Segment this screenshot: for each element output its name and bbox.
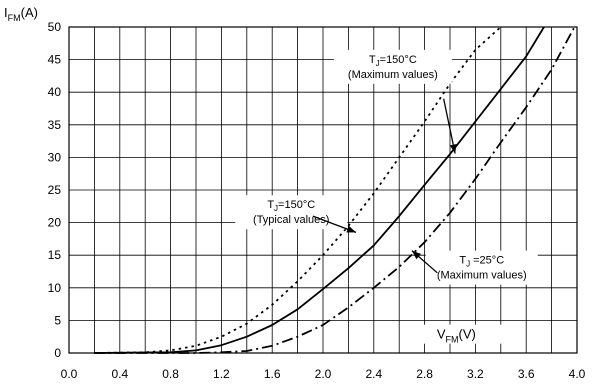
y-tick-label: 15 [48,248,62,262]
x-tick-label: 2.8 [416,367,433,381]
y-tick-label: 40 [48,85,62,99]
x-tick-label: 3.6 [518,367,535,381]
y-tick-label: 20 [48,216,62,230]
grid [68,26,578,354]
series-line-solid [94,26,545,354]
y-tick-label: 50 [48,20,62,34]
x-axis-label-bg [416,324,507,344]
y-tick-label: 45 [48,53,62,67]
annotation-box [333,49,452,84]
y-tick-label: 35 [48,118,62,132]
plot-frame [68,26,578,354]
y-axis-label: IFM(A) [4,5,38,23]
annotation-arrowhead [346,225,357,233]
series-layer [94,26,576,354]
annotation-arrowhead [449,143,457,154]
x-tick-label: 2.0 [315,367,332,381]
x-tick-labels: 0.0 0.4 0.8 1.2 1.6 2.0 2.4 2.8 3.2 3.6 4.0 [61,367,586,381]
series-line-dotted [94,26,502,354]
annotation-line2: (Typical values) [253,214,329,226]
x-tick-label: 1.6 [264,367,281,381]
annotation-line1: TJ=150°C [369,54,417,68]
annotation-box [425,250,538,285]
x-tick-label: 1.2 [213,367,230,381]
series-line-dash-dot [94,26,576,354]
x-tick-label: 4.0 [569,367,586,381]
annotation-arrow-line [443,98,456,154]
x-tick-label: 0.8 [162,367,179,381]
y-tick-label: 0 [54,346,61,360]
x-tick-label: 0.0 [61,367,78,381]
x-axis-label: VFM(V) [437,327,476,345]
annotation-box [235,195,348,230]
annotations: TJ=150°C(Maximum values)TJ=150°C(Typical… [235,49,538,285]
y-tick-label: 5 [54,313,61,327]
y-tick-label: 25 [48,183,62,197]
annotation-line2: (Maximum values) [437,270,527,282]
x-tick-label: 0.4 [111,367,128,381]
x-tick-label: 2.4 [365,367,382,381]
axes: VFM(V) [68,26,578,354]
y-tick-label: 30 [48,150,62,164]
annotation-line1: TJ =25°C [459,255,504,269]
y-tick-label: 10 [48,281,62,295]
x-tick-label: 3.2 [467,367,484,381]
annotation-line1: TJ=150°C [267,199,315,213]
annotation-arrowhead [411,250,421,260]
y-tick-labels: 0 5 10 15 20 25 30 35 40 45 50 [48,20,62,360]
annotation-line2: (Maximum values) [348,69,438,81]
